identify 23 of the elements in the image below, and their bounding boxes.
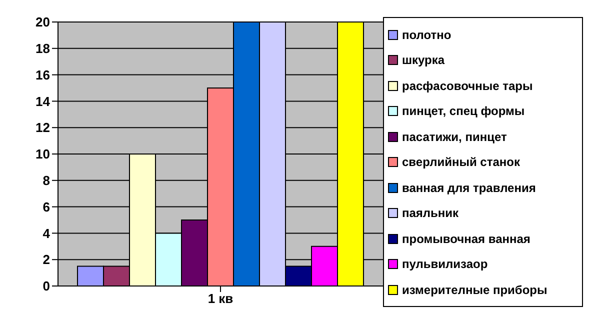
y-tick-label: 12 (36, 120, 50, 136)
y-tick-label: 8 (42, 173, 50, 188)
y-tick-label: 0 (42, 278, 50, 294)
legend-label: расфасовочные тары (402, 78, 533, 92)
y-tick-label: 2 (42, 252, 50, 268)
legend-label: измерителные приборы (402, 282, 548, 296)
y-tick-label: 14 (36, 94, 51, 109)
legend-label: пинцет, спец формы (402, 104, 525, 118)
y-tick-label: 6 (42, 199, 50, 214)
y-tick-label: 16 (36, 67, 50, 82)
legend-label: сверлийный станок (402, 155, 520, 169)
x-tick-label: 1 кв (208, 291, 234, 306)
legend-label: шкурка (402, 53, 445, 67)
legend-label: промывочная ванная (402, 232, 530, 246)
y-tick-label: 18 (36, 41, 50, 56)
legend-label: полотно (402, 28, 452, 42)
legend-label: паяльник (402, 206, 459, 220)
y-tick-label: 20 (36, 14, 50, 30)
legend-label: пульвилизаор (402, 257, 488, 271)
legend-label: пасатижи, пинцет (402, 130, 507, 144)
y-tick-label: 10 (36, 146, 50, 162)
legend-label: ванная для травления (402, 180, 536, 194)
y-tick-label: 4 (42, 226, 51, 241)
